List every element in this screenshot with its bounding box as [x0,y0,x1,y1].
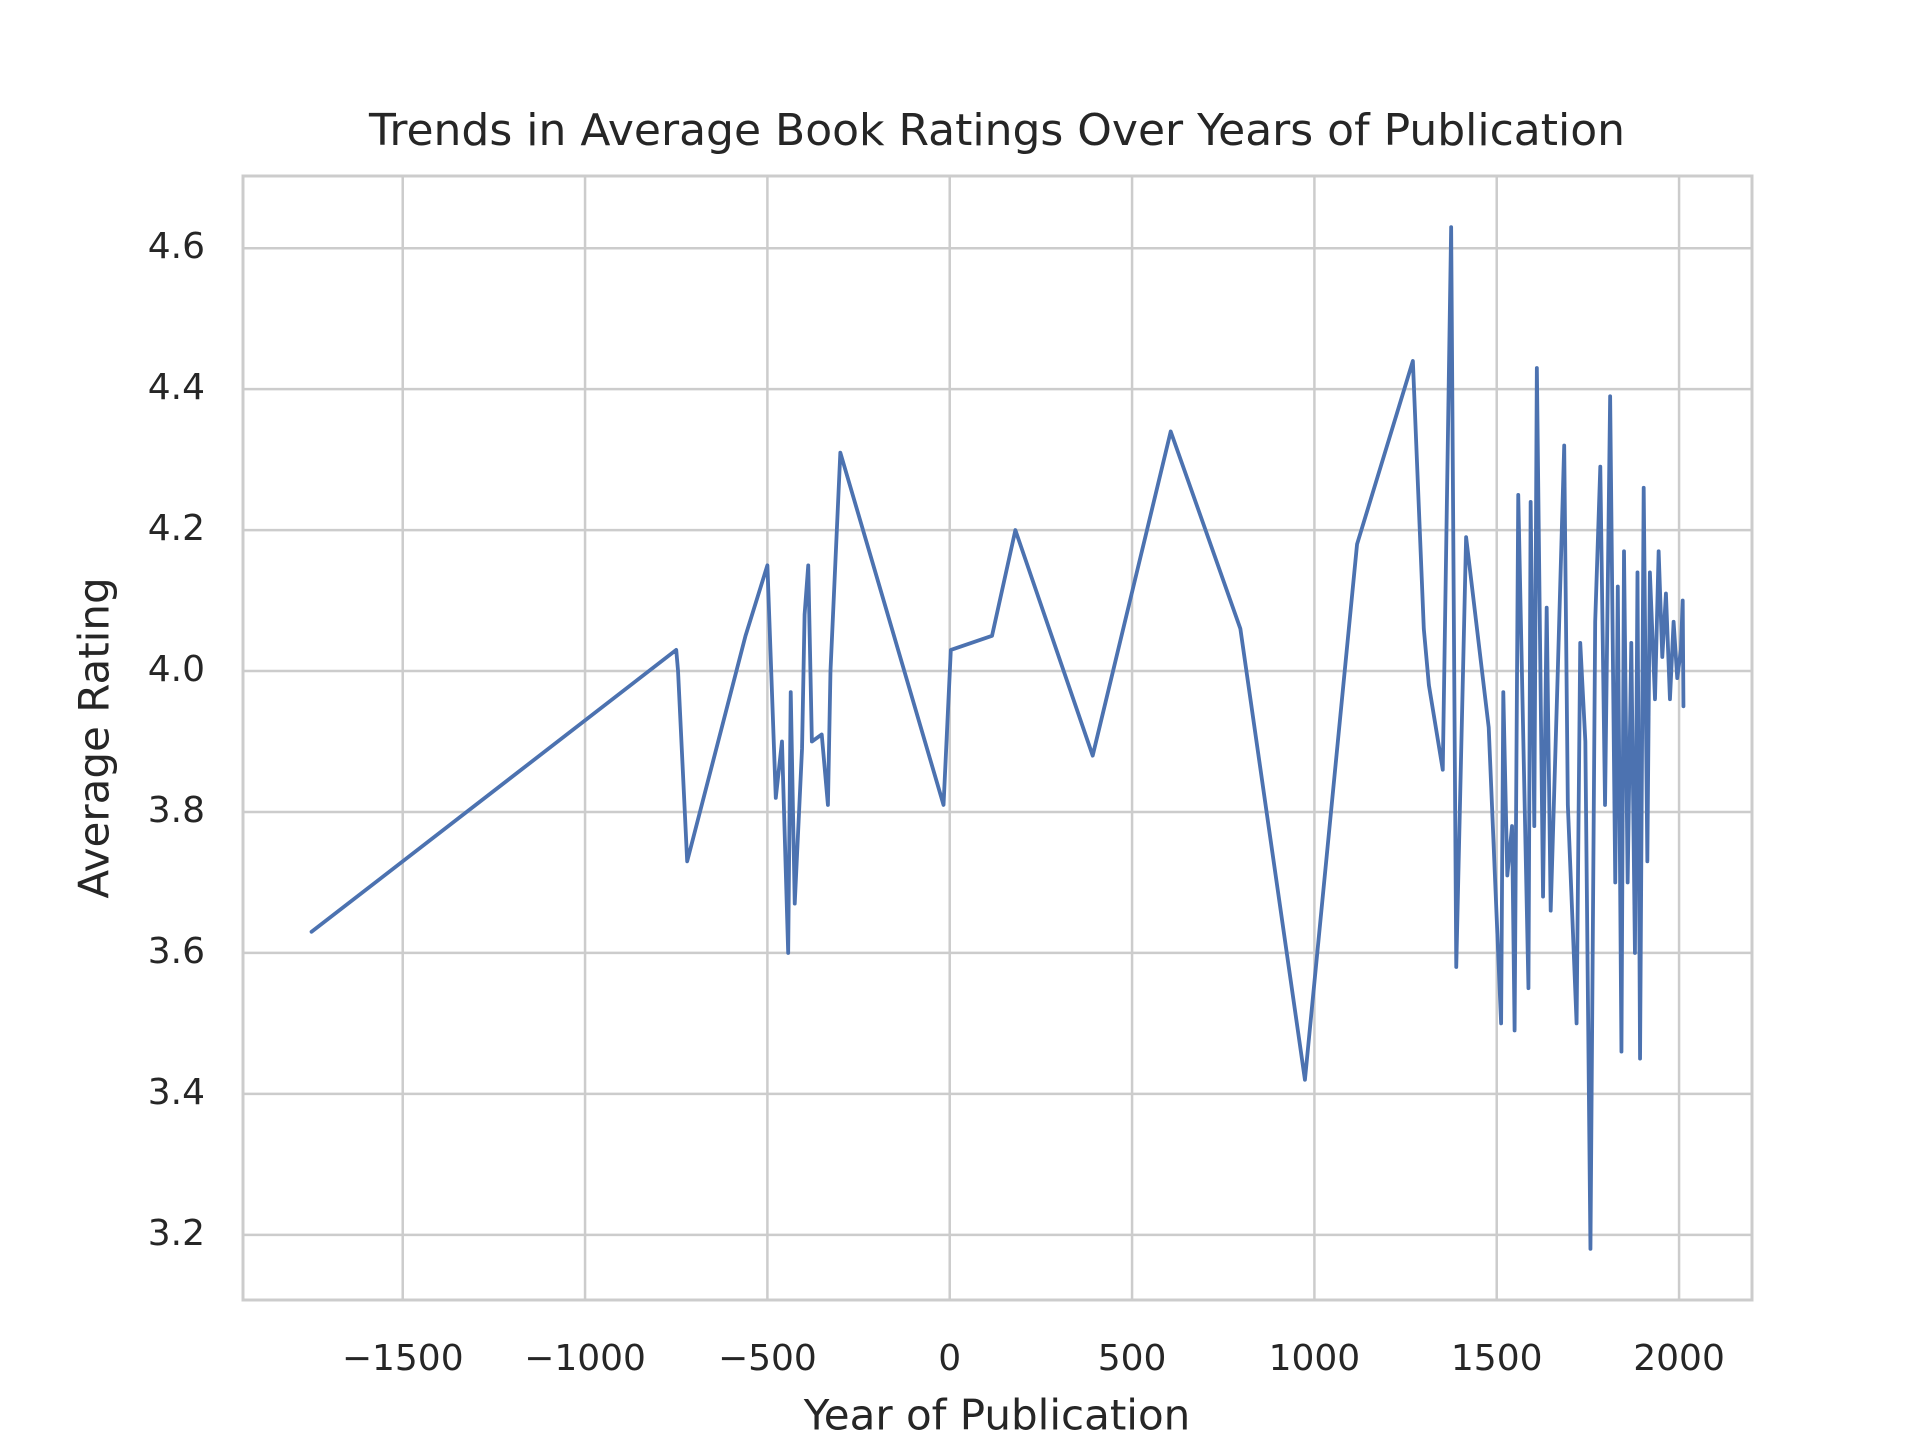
x-tick-label: 2000 [1633,1338,1725,1379]
y-tick-label: 3.8 [148,790,205,831]
y-tick-label: 3.2 [148,1213,205,1254]
x-axis-label: Year of Publication [803,1391,1191,1440]
data-line [309,225,1686,1251]
y-tick-label: 4.4 [148,367,205,408]
x-tick-label: −500 [718,1338,817,1379]
x-tick-label: 500 [1098,1338,1167,1379]
y-tick-label: 4.2 [148,508,205,549]
y-tick-label: 4.6 [148,226,205,267]
y-tick-label: 3.6 [148,931,205,972]
y-tick-label: 3.4 [148,1072,205,1113]
axes-frame [241,174,1754,1302]
y-axis-label: Average Rating [70,577,119,898]
x-tick-label: 0 [938,1338,961,1379]
x-tick-label: 1500 [1451,1338,1543,1379]
x-tick-label: −1000 [524,1338,646,1379]
y-tick-label: 4.0 [148,649,205,690]
x-tick-label: −1500 [342,1338,464,1379]
x-tick-label: 1000 [1269,1338,1361,1379]
chart-title: Trends in Average Book Ratings Over Year… [368,105,1625,156]
